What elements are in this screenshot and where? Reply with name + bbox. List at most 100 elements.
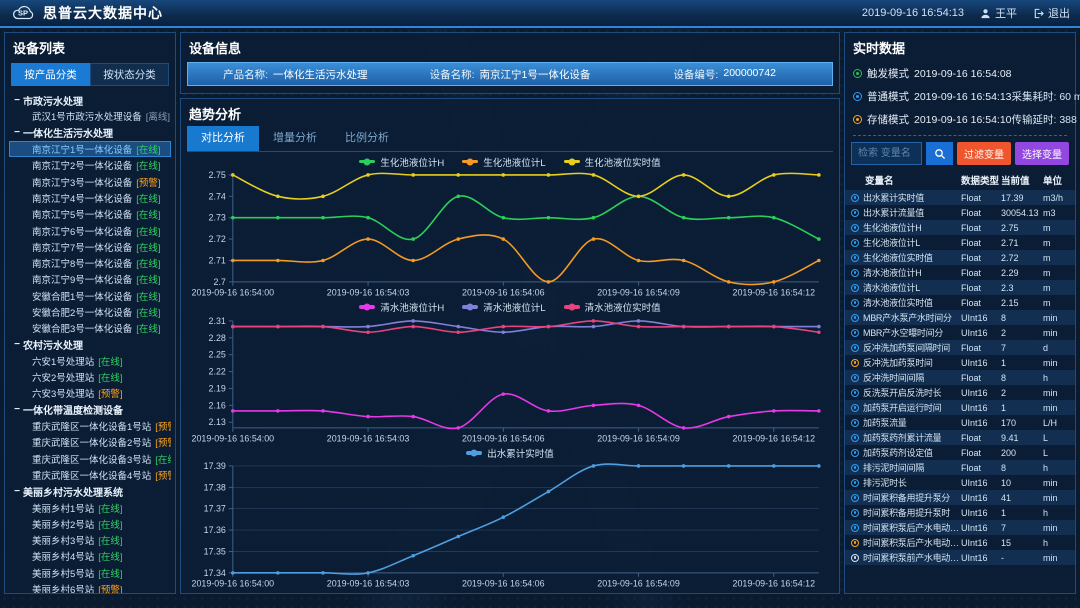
mode-time: 2019-09-16 16:54:13 — [914, 90, 1012, 103]
collapse-icon[interactable]: − — [14, 94, 20, 106]
variable-row[interactable]: 反冲洗时间间隔 Float 8 h — [845, 370, 1075, 385]
variable-name: 生化池液位实时值 — [863, 253, 933, 263]
legend-item[interactable]: 清水池液位实时值 — [563, 300, 661, 314]
device-item[interactable]: 南京江宁8号一体化设备 [在线] — [9, 255, 171, 271]
legend-item[interactable]: 生化池液位实时值 — [563, 155, 661, 169]
variable-type: UInt16 — [961, 507, 988, 518]
trend-tab-3[interactable]: 比例分析 — [345, 132, 389, 144]
variable-name-cell: 时间累积泵后产水电动阀时 — [851, 536, 961, 549]
device-item[interactable]: 安徽合肥1号一体化设备 [在线] — [9, 288, 171, 304]
device-group[interactable]: − 农村污水处理 — [9, 336, 171, 352]
device-item[interactable]: 重庆武隆区一体化设备4号站[预警] — [9, 467, 171, 483]
device-status: [在线] — [136, 161, 161, 173]
select-variables-button[interactable]: 选择变量 — [1015, 142, 1069, 165]
variable-row[interactable]: 生化池液位计H Float 2.75 m — [845, 220, 1075, 235]
chart-legend: 出水累计实时值 — [185, 445, 835, 460]
status-ring-icon — [851, 298, 859, 307]
device-status: [预警] — [155, 470, 171, 482]
device-item[interactable]: 六安1号处理站 [在线] — [9, 353, 171, 369]
legend-item[interactable]: 出水累计实时值 — [466, 446, 554, 460]
variable-name-cell: MBR产水空曝时间分 — [851, 326, 961, 339]
device-item[interactable]: 南京江宁4号一体化设备 [在线] — [9, 190, 171, 206]
legend-item[interactable]: 清水池液位计H — [359, 300, 444, 314]
device-item[interactable]: 南京江宁1号一体化设备 [在线] — [9, 140, 171, 158]
sidebar-tab-2[interactable]: 按状态分类 — [90, 63, 169, 86]
variable-row[interactable]: 加药泵药剂累计流量 Float 9.41 L — [845, 430, 1075, 445]
device-item[interactable]: 美丽乡村5号站 [在线] — [9, 565, 171, 581]
variable-row[interactable]: 排污泥时长 UInt16 10 min — [845, 475, 1075, 490]
variable-row[interactable]: 加药泵开启运行时间 UInt16 1 min — [845, 400, 1075, 415]
legend-item[interactable]: 生化池液位计L — [462, 155, 546, 169]
user-menu[interactable]: 王平 — [980, 5, 1017, 21]
device-group[interactable]: − 美丽乡村污水处理系统 — [9, 483, 171, 499]
search-button[interactable] — [926, 142, 953, 165]
variable-row[interactable]: 加药泵流量 UInt16 170 L/H — [845, 415, 1075, 430]
device-group[interactable]: − 市政污水处理 — [9, 92, 171, 108]
logout-button[interactable]: 退出 — [1033, 5, 1070, 21]
device-item[interactable]: 安徽合肥2号一体化设备 [在线] — [9, 304, 171, 320]
variable-row[interactable]: 加药泵药剂设定值 Float 200 L — [845, 445, 1075, 460]
variable-row[interactable]: 排污泥时间间隔 Float 8 h — [845, 460, 1075, 475]
device-item[interactable]: 六安2号处理站 [在线] — [9, 369, 171, 385]
variable-row[interactable]: 反洗泵开启反洗时长 UInt16 2 min — [845, 385, 1075, 400]
device-item[interactable]: 美丽乡村4号站 [在线] — [9, 548, 171, 564]
variable-row[interactable]: 生化池液位计L Float 2.71 m — [845, 235, 1075, 250]
variable-row[interactable]: MBR产水泵产水时间分 UInt16 8 min — [845, 310, 1075, 325]
variable-row[interactable]: 时间累积泵后产水电动阀时 UInt16 15 h — [845, 535, 1075, 550]
device-group[interactable]: − 一体化生活污水处理 — [9, 125, 171, 141]
collapse-icon[interactable]: − — [14, 127, 20, 139]
variable-row[interactable]: 时间累积泵前产水电动阀分 UInt16 - min — [845, 550, 1075, 565]
variable-row[interactable]: 反冲洗加药泵间隔时间 Float 7 d — [845, 340, 1075, 355]
variable-row[interactable]: 时间累积备用提升泵时 UInt16 1 h — [845, 505, 1075, 520]
trend-tab-1[interactable]: 对比分析 — [187, 126, 259, 151]
status-ring-icon — [851, 433, 859, 442]
device-item[interactable]: 美丽乡村1号站 [在线] — [9, 499, 171, 515]
device-item[interactable]: 安徽合肥3号一体化设备 [在线] — [9, 320, 171, 336]
variable-row[interactable]: 生化池液位实时值 Float 2.72 m — [845, 250, 1075, 265]
variable-row[interactable]: 时间累积泵后产水电动阀分 UInt16 7 min — [845, 520, 1075, 535]
device-item[interactable]: 重庆武隆区一体化设备1号站[预警] — [9, 418, 171, 434]
variable-row[interactable]: 时间累积备用提升泵分 UInt16 41 min — [845, 490, 1075, 505]
device-item[interactable]: 美丽乡村6号站 [预警] — [9, 581, 171, 593]
status-ring-icon — [851, 193, 859, 202]
variable-row[interactable]: 出水累计实时值 Float 17.39 m3/h — [845, 190, 1075, 205]
svg-text:2.74: 2.74 — [209, 191, 226, 201]
legend-item[interactable]: 清水池液位计L — [462, 300, 546, 314]
device-list-title: 设备列表 — [13, 41, 66, 56]
variable-row[interactable]: 清水池液位计L Float 2.3 m — [845, 280, 1075, 295]
variable-row[interactable]: 反冲洗加药泵时间 UInt16 1 min — [845, 355, 1075, 370]
collapse-icon[interactable]: − — [14, 339, 20, 351]
variable-name-cell: 加药泵药剂设定值 — [851, 446, 961, 459]
status-ring-icon — [851, 418, 859, 427]
collapse-icon[interactable]: − — [14, 404, 20, 416]
variable-row[interactable]: MBR产水空曝时间分 UInt16 2 min — [845, 325, 1075, 340]
sidebar-tab-1[interactable]: 按产品分类 — [11, 63, 90, 86]
device-item[interactable]: 武汉1号市政污水处理设备 [离线] — [9, 108, 171, 124]
device-item[interactable]: 南京江宁5号一体化设备 [在线] — [9, 206, 171, 222]
variable-row[interactable]: 清水池液位实时值 Float 2.15 m — [845, 295, 1075, 310]
device-item[interactable]: 南京江宁2号一体化设备 [在线] — [9, 157, 171, 173]
device-item[interactable]: 六安3号处理站 [预警] — [9, 385, 171, 401]
collapse-icon[interactable]: − — [14, 485, 20, 497]
filter-variables-button[interactable]: 过滤变量 — [957, 142, 1011, 165]
search-input[interactable] — [851, 142, 922, 165]
variable-name: 出水累计实时值 — [863, 193, 924, 203]
variable-name-cell: 反冲洗加药泵间隔时间 — [851, 341, 961, 354]
device-group[interactable]: − 一体化带温度检测设备 — [9, 402, 171, 418]
status-ring-icon — [851, 208, 859, 217]
device-item[interactable]: 南京江宁9号一体化设备 [在线] — [9, 271, 171, 287]
line-chart: 17.34 17.35 17.36 17.37 17.38 17.39 2019-09-16… — [192, 461, 821, 589]
trend-tab-2[interactable]: 增量分析 — [273, 132, 317, 144]
device-item[interactable]: 美丽乡村3号站 [在线] — [9, 532, 171, 548]
device-item[interactable]: 重庆武隆区一体化设备2号站[预警] — [9, 434, 171, 450]
legend-item[interactable]: 生化池液位计H — [359, 155, 444, 169]
device-item[interactable]: 南京江宁6号一体化设备 [在线] — [9, 222, 171, 238]
device-item[interactable]: 重庆武隆区一体化设备3号站[在线] — [9, 451, 171, 467]
device-item[interactable]: 美丽乡村2号站 [在线] — [9, 516, 171, 532]
device-item[interactable]: 南京江宁3号一体化设备 [预警] — [9, 173, 171, 189]
variable-row[interactable]: 出水累计流量值 Float 30054.13 m3 — [845, 205, 1075, 220]
device-name: 南京江宁7号一体化设备 — [32, 242, 133, 254]
device-item[interactable]: 南京江宁7号一体化设备 [在线] — [9, 239, 171, 255]
device-status: [预警] — [155, 438, 171, 450]
variable-row[interactable]: 清水池液位计H Float 2.29 m — [845, 265, 1075, 280]
